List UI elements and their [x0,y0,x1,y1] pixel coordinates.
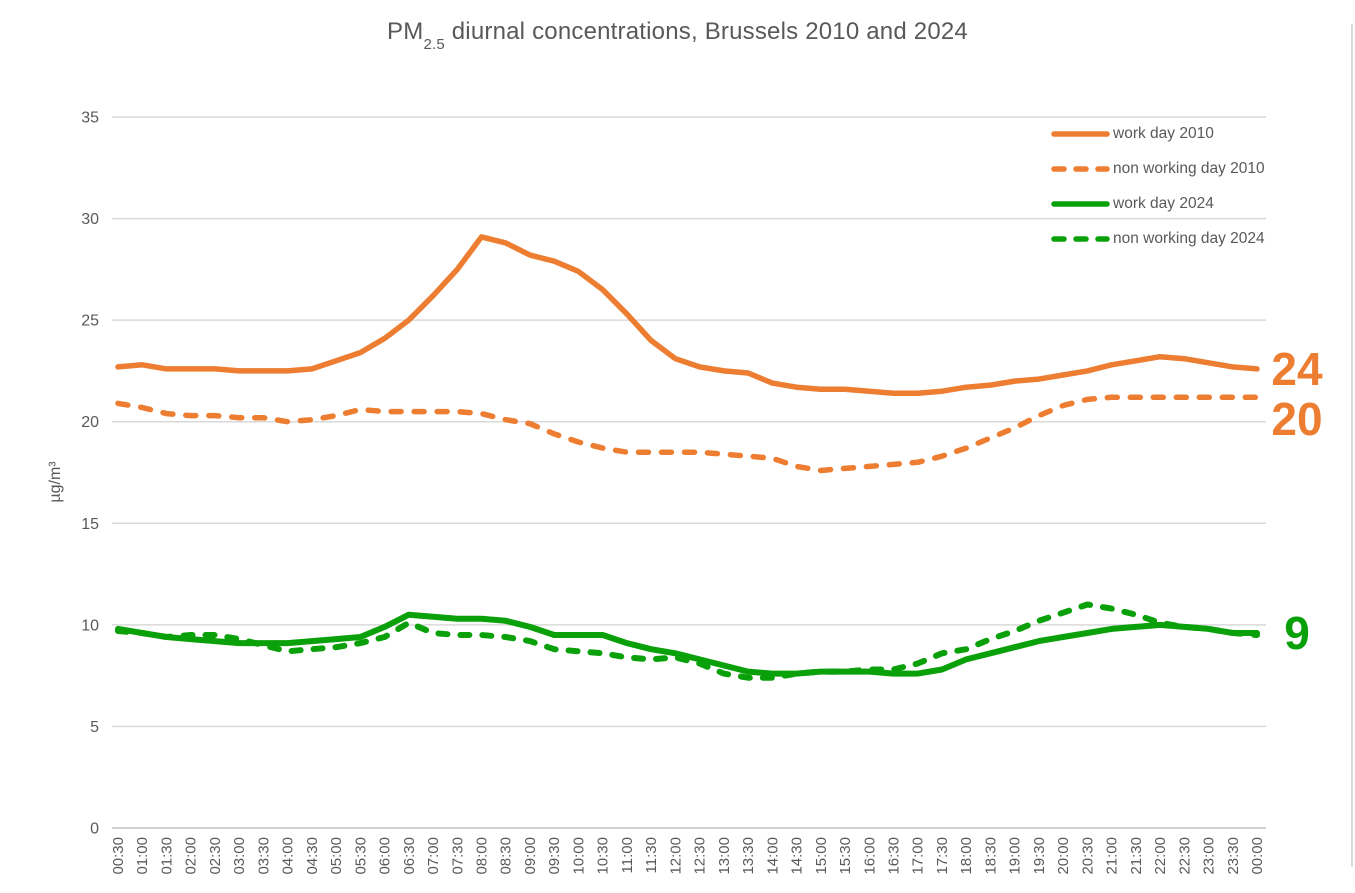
x-tick-label: 04:30 [304,837,321,875]
x-tick-label: 17:00 [910,837,927,875]
x-tick-label: 03:30 [255,837,272,875]
x-tick-label: 14:30 [789,837,806,875]
y-tick-label: 35 [81,110,99,127]
legend-swatch-solid-line [1051,200,1110,207]
y-axis-title: µg/m³ [47,461,64,503]
legend-label: non working day 2010 [1113,159,1265,177]
legend-label: work day 2024 [1113,194,1214,212]
x-tick-label: 01:30 [158,837,175,875]
chart-frame-right-border [1351,24,1353,867]
legend-item-non-working-day-2024[interactable]: non working day 2024 [1051,221,1265,256]
x-tick-label: 23:00 [1201,837,1218,875]
x-tick-label: 16:30 [885,837,902,875]
legend-item-non-working-day-2010[interactable]: non working day 2010 [1051,151,1265,186]
series-line-work-day-2010 [115,234,1260,397]
x-tick-label: 01:00 [134,837,151,875]
legend-swatch-dashed-line [1051,165,1110,172]
y-tick-label: 20 [81,414,99,431]
x-tick-label: 19:30 [1031,837,1048,875]
legend-label: work day 2010 [1113,124,1214,142]
x-tick-label: 13:30 [740,837,757,875]
x-tick-label: 19:00 [1007,837,1024,875]
x-tick-label: 10:30 [595,837,612,875]
legend: work day 2010 non working day 2010 work da… [1051,116,1265,256]
x-tick-label: 15:30 [837,837,854,875]
x-tick-label: 12:30 [692,837,709,875]
y-tick-label: 30 [81,211,99,228]
x-tick-label: 02:00 [183,837,200,875]
x-tick-label: 02:30 [207,837,224,875]
x-tick-label: 08:30 [498,837,515,875]
x-tick-label: 20:30 [1079,837,1096,875]
legend-swatch-solid-line [1051,130,1110,137]
x-tick-label: 14:00 [764,837,781,875]
x-tick-label: 16:00 [861,837,878,875]
x-tick-label: 18:30 [982,837,999,875]
end-value-label-24: 24 [1271,342,1323,395]
x-tick-label: 06:30 [401,837,418,875]
x-tick-label: 07:30 [449,837,466,875]
x-tick-label: 04:00 [280,837,297,875]
x-tick-label: 21:00 [1104,837,1121,875]
x-tick-label: 05:30 [352,837,369,875]
x-tick-label: 17:30 [934,837,951,875]
x-tick-label: 23:30 [1225,837,1242,875]
legend-item-work-day-2024[interactable]: work day 2024 [1051,186,1265,221]
end-value-label-9: 9 [1284,606,1310,659]
series-line-work-day-2024 [115,611,1260,677]
x-tick-label: 22:30 [1176,837,1193,875]
x-tick-label: 20:00 [1055,837,1072,875]
x-tick-label: 12:00 [667,837,684,875]
x-tick-label: 18:00 [958,837,975,875]
y-tick-label: 25 [81,313,99,330]
series-line-non-working-day-2010 [115,394,1260,474]
x-tick-label: 06:00 [377,837,394,875]
y-tick-label: 10 [81,617,99,634]
chart-title-suffix: diurnal concentrations, Brussels 2010 an… [444,18,968,45]
x-tick-label: 11:30 [643,837,660,873]
x-tick-label: 00:00 [1249,837,1266,875]
x-tick-label: 05:00 [328,837,345,875]
x-tick-label: 07:00 [425,837,442,875]
x-tick-label: 10:00 [570,837,587,875]
y-tick-label: 0 [90,821,99,838]
end-value-label-20: 20 [1271,392,1323,445]
x-tick-label: 22:00 [1152,837,1169,875]
x-tick-label: 09:00 [522,837,539,875]
y-tick-label: 15 [81,516,99,533]
legend-item-work-day-2010[interactable]: work day 2010 [1051,116,1265,151]
legend-label: non working day 2024 [1113,229,1265,247]
x-tick-label: 11:00 [619,837,636,873]
chart-title: PM2.5 diurnal concentrations, Brussels 2… [0,18,1355,53]
x-tick-label: 13:00 [716,837,733,875]
x-tick-label: 03:00 [231,837,248,875]
x-tick-label: 00:30 [110,837,127,875]
chart-title-subscript: 2.5 [423,35,445,53]
x-tick-label: 09:30 [546,837,563,875]
legend-swatch-dashed-line [1051,235,1110,242]
y-tick-label: 5 [90,719,99,736]
series-line-non-working-day-2024 [115,601,1260,681]
chart-title-prefix: PM [387,18,424,45]
x-tick-label: 15:00 [813,837,830,875]
x-tick-label: 21:30 [1128,837,1145,875]
x-tick-label: 08:00 [474,837,491,875]
